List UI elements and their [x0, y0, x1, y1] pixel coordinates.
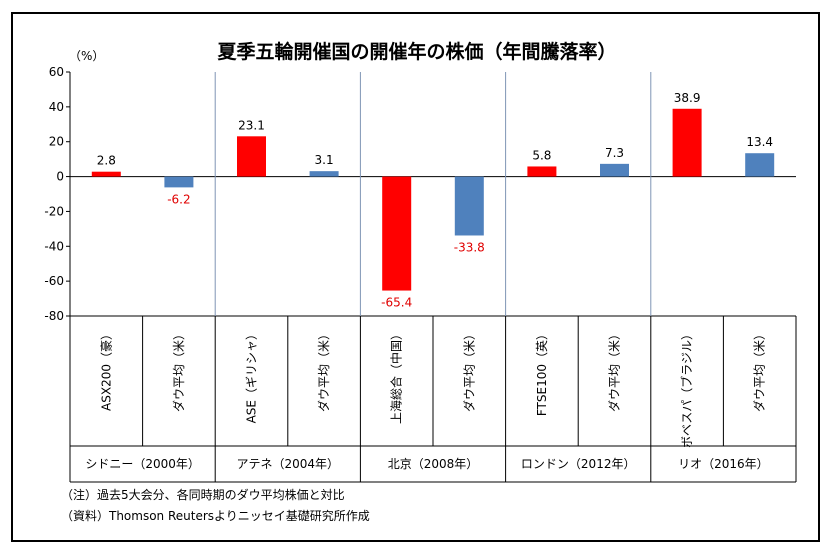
chart-frame: 夏季五輪開催国の開催年の株価（年間騰落率） （%） 60 40 20 0 -20 -40 -…	[11, 12, 820, 542]
value-label: -65.4	[381, 296, 412, 310]
category-label: ダウ平均（米）	[171, 328, 186, 412]
value-label: -33.8	[454, 240, 485, 254]
bar	[600, 163, 629, 177]
group-label: ロンドン（2012年）	[521, 457, 636, 471]
footnote-source: （資料）Thomson Reutersよりニッセイ基礎研究所作成	[61, 508, 370, 523]
y-tick-label: -20	[44, 204, 64, 218]
value-labels: 2.8 -6.2 23.1 3.1 -65.4 -33.8 5.8 7.3 38.9 13.4	[97, 91, 773, 310]
axes	[69, 72, 797, 483]
value-label: 23.1	[238, 118, 265, 132]
category-label: ASE（ギリシャ）	[245, 328, 259, 423]
chart-title: 夏季五輪開催国の開催年の株価（年間騰落率）	[217, 40, 616, 63]
value-label: 2.8	[97, 154, 116, 168]
bar	[309, 171, 339, 177]
bar	[91, 171, 121, 177]
bar	[672, 108, 702, 177]
y-tick-label: -40	[44, 239, 64, 253]
bar	[745, 153, 775, 177]
group-labels: シドニー（2000年） アテネ（2004年） 北京（2008年） ロンドン（2012年…	[85, 457, 768, 471]
category-label: 上海総合（中国）	[389, 328, 404, 424]
value-label: 3.1	[315, 153, 334, 167]
category-label: ASX200（豪）	[98, 328, 113, 411]
group-label: リオ（2016年）	[678, 457, 769, 471]
value-label: 7.3	[605, 146, 624, 160]
y-axis-ticks: 60 40 20 0 -20 -40 -60 -80	[44, 65, 70, 323]
category-label: ダウ平均（米）	[461, 328, 476, 412]
value-label: -6.2	[167, 192, 190, 206]
category-label: ダウ平均（米）	[607, 328, 622, 412]
group-label: 北京（2008年）	[388, 457, 479, 471]
value-label: 13.4	[746, 135, 773, 149]
category-label: ダウ平均（米）	[316, 328, 331, 412]
bar	[164, 176, 194, 188]
y-tick-label: 40	[49, 100, 64, 114]
category-label: FTSE100（英）	[535, 328, 549, 416]
y-tick-label: -80	[44, 309, 64, 323]
y-tick-label: 20	[49, 135, 64, 149]
category-label: ボベスパ（ブラジル）	[679, 328, 694, 448]
bar	[382, 176, 412, 291]
footnote-note: （注）過去5大会分、各同時期のダウ平均株価と対比	[61, 487, 345, 502]
y-tick-label: -60	[44, 274, 64, 288]
group-label: アテネ（2004年）	[237, 457, 340, 471]
group-label: シドニー（2000年）	[85, 457, 200, 471]
value-label: 5.8	[532, 148, 551, 162]
bar	[237, 136, 266, 177]
category-labels: ASX200（豪） ダウ平均（米） ASE（ギリシャ） ダウ平均（米） 上海総合（中国）…	[98, 328, 766, 448]
y-tick-label: 60	[49, 65, 64, 79]
value-label: 38.9	[674, 91, 701, 105]
bars	[91, 108, 775, 291]
bar	[527, 166, 557, 177]
bar	[454, 176, 484, 236]
y-axis-unit: （%）	[69, 49, 104, 63]
y-tick-label: 0	[56, 170, 64, 184]
category-label: ダウ平均（米）	[752, 328, 767, 412]
chart-svg: 夏季五輪開催国の開催年の株価（年間騰落率） （%） 60 40 20 0 -20 -40 -…	[44, 40, 797, 523]
